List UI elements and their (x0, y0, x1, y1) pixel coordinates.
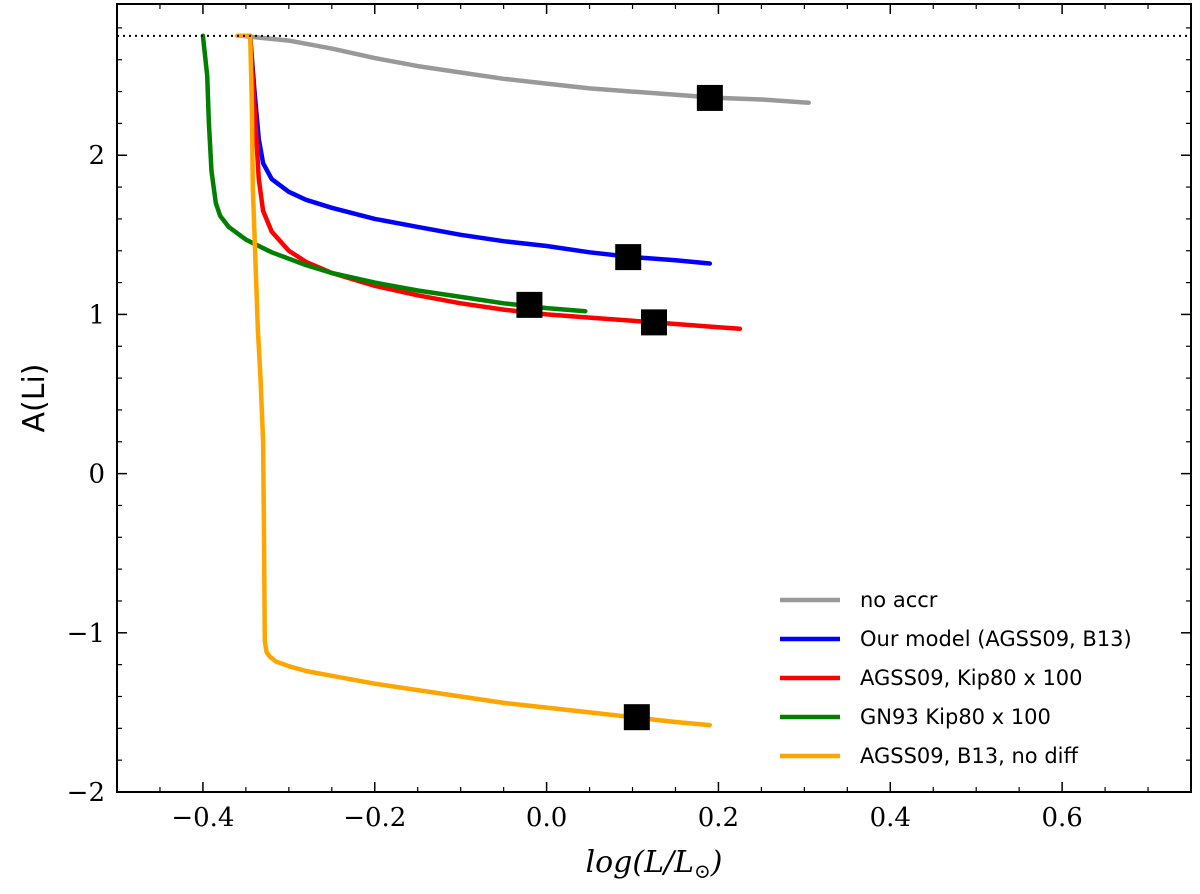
legend-label-3: AGSS09, Kip80 x 100 (860, 666, 1083, 690)
y-tick-label: 2 (88, 141, 105, 171)
y-axis-label: A(Li) (17, 364, 52, 433)
legend: no accr Our model (AGSS09, B13) AGSS09, Ki… (780, 588, 1132, 768)
legend-label-1: no accr (860, 588, 938, 612)
markers-layer (516, 84, 723, 731)
x-tick-label: 0.4 (870, 803, 911, 833)
x-tick-label: −0.4 (171, 803, 234, 833)
marker-2 (615, 244, 642, 271)
x-tick-label: 0.6 (1041, 803, 1082, 833)
marker-5 (623, 704, 650, 731)
series-lines (200, 33, 811, 728)
marker-3 (641, 309, 667, 336)
y-tick-label: −1 (67, 619, 105, 649)
plot-frame (116, 3, 1192, 793)
marker-4 (516, 291, 543, 318)
series-line-2 (247, 33, 713, 266)
tick-labels-layer: −0.4 −0.2 0.0 0.2 0.4 0.6 −2 −1 0 1 2 (67, 141, 1083, 833)
y-tick-label: −2 (67, 778, 105, 808)
marker-1 (696, 84, 723, 111)
x-tick-label: 0.0 (526, 803, 567, 833)
legend-label-5: AGSS09, B13, no diff (860, 744, 1078, 768)
legend-label-2: Our model (AGSS09, B13) (860, 627, 1132, 651)
series-line-3 (247, 33, 743, 332)
series-line-5 (235, 33, 713, 728)
x-tick-label: −0.2 (343, 803, 406, 833)
x-axis-label: log(L/L⊙) (586, 845, 723, 883)
legend-label-4: GN93 Kip80 x 100 (860, 705, 1051, 729)
series-line-4 (200, 33, 588, 314)
series-line-1 (239, 33, 811, 105)
x-tick-label: 0.2 (698, 803, 739, 833)
y-tick-label: 0 (88, 460, 105, 490)
y-tick-label: 1 (88, 300, 105, 330)
